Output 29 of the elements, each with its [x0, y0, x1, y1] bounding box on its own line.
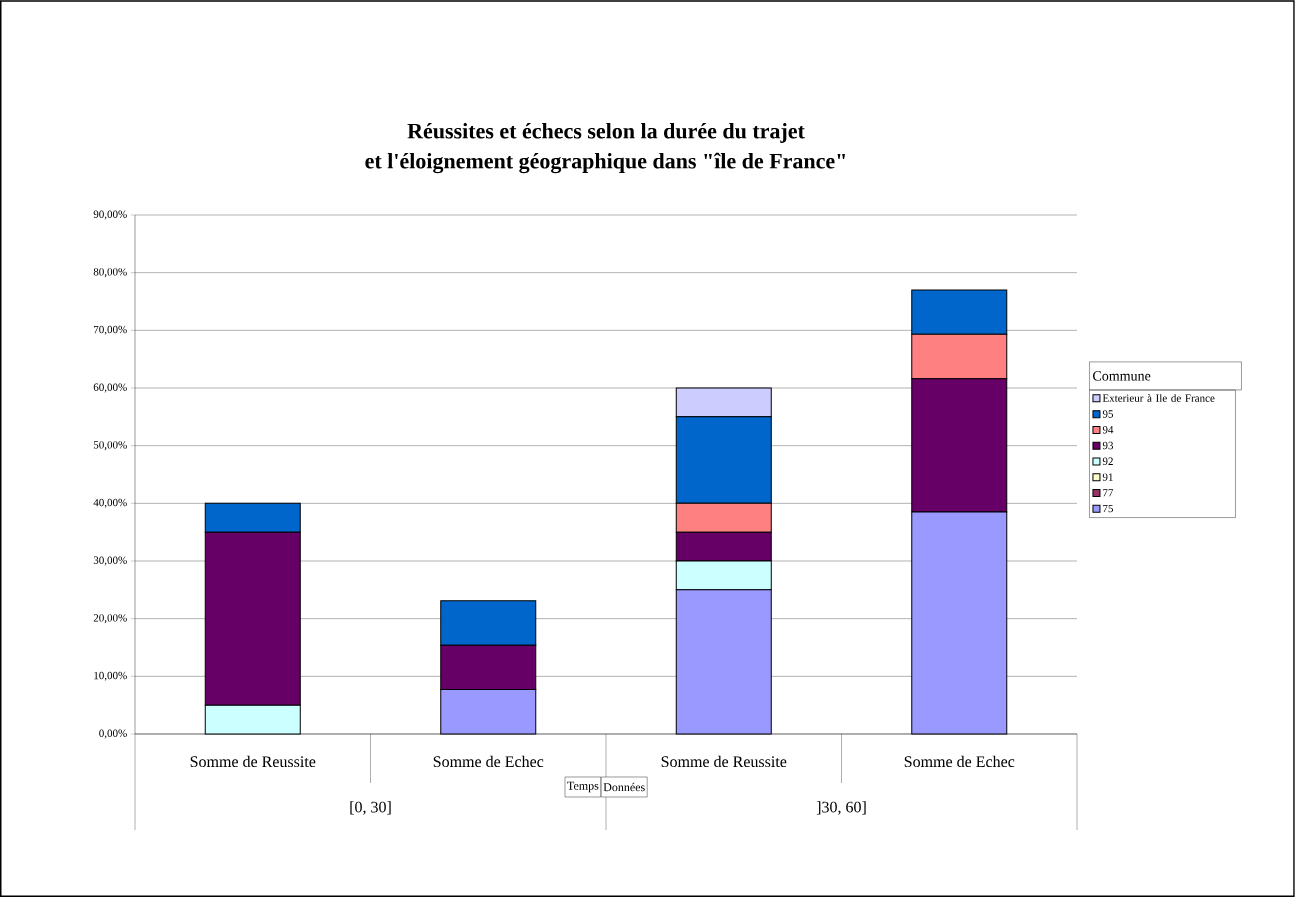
y-tick-label: 0,00% [99, 729, 127, 739]
y-tick-label: 30,00% [93, 556, 127, 566]
y-tick-label: 10,00% [94, 671, 127, 681]
y-tick-label: 60,00% [93, 383, 127, 393]
y-tick-label: 20,00% [93, 614, 127, 624]
x-tick-label: Somme de Reussite [190, 755, 316, 768]
chart-subtitle: et l'éloignement géographique dans "île de France" [365, 152, 845, 174]
x-tick-label: Somme de Echec [433, 755, 544, 768]
legend-label: 91 [1102, 473, 1113, 481]
y-tick-label: 50,00% [93, 441, 127, 451]
y-tick-label: 80,00% [93, 268, 127, 278]
text: ]30, 60] [816, 801, 866, 815]
x-tick-label: Somme de Echec [904, 755, 1015, 768]
chart-title: Réussites et échecs selon la durée du trajet [407, 123, 805, 143]
text: [0, 30] [350, 801, 391, 815]
legend-label: 94 [1102, 426, 1114, 434]
y-tick-label: 90,00% [93, 210, 127, 220]
legend-label: 93 [1102, 441, 1114, 450]
y-tick-label: 70,00% [94, 325, 127, 335]
text: Temps [567, 781, 599, 793]
legend-label: 95 [1102, 410, 1114, 418]
x-tick-label: Somme de Reussite [661, 755, 787, 768]
legend-label: Exterieur à Ile de France [1102, 394, 1215, 402]
legend-label: 77 [1103, 489, 1114, 497]
legend-title: Commune [1093, 371, 1151, 381]
y-tick-label: 40,00% [93, 498, 127, 508]
legend-label: 75 [1103, 504, 1114, 513]
text: Données [603, 782, 645, 792]
legend-label: 92 [1102, 457, 1113, 465]
